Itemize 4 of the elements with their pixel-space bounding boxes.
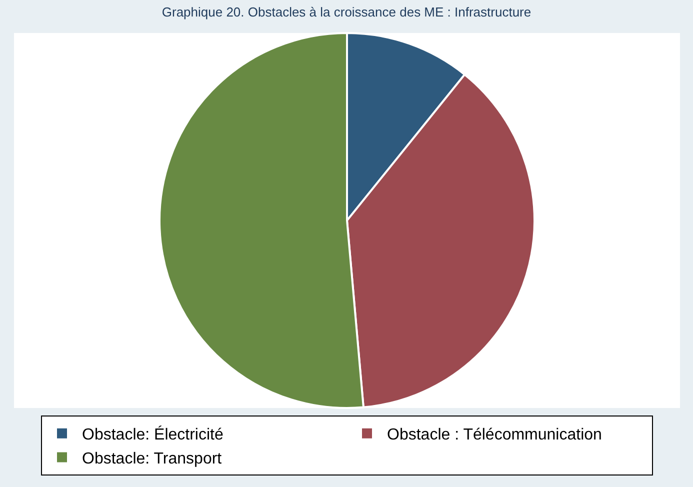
chart-title: Graphique 20. Obstacles à la croissance des ME : Infrastructure xyxy=(162,4,532,20)
legend-label: Obstacle : Télécommunication xyxy=(387,426,602,444)
legend-label: Obstacle: Électricité xyxy=(82,426,224,444)
legend-label: Obstacle: Transport xyxy=(82,450,222,468)
